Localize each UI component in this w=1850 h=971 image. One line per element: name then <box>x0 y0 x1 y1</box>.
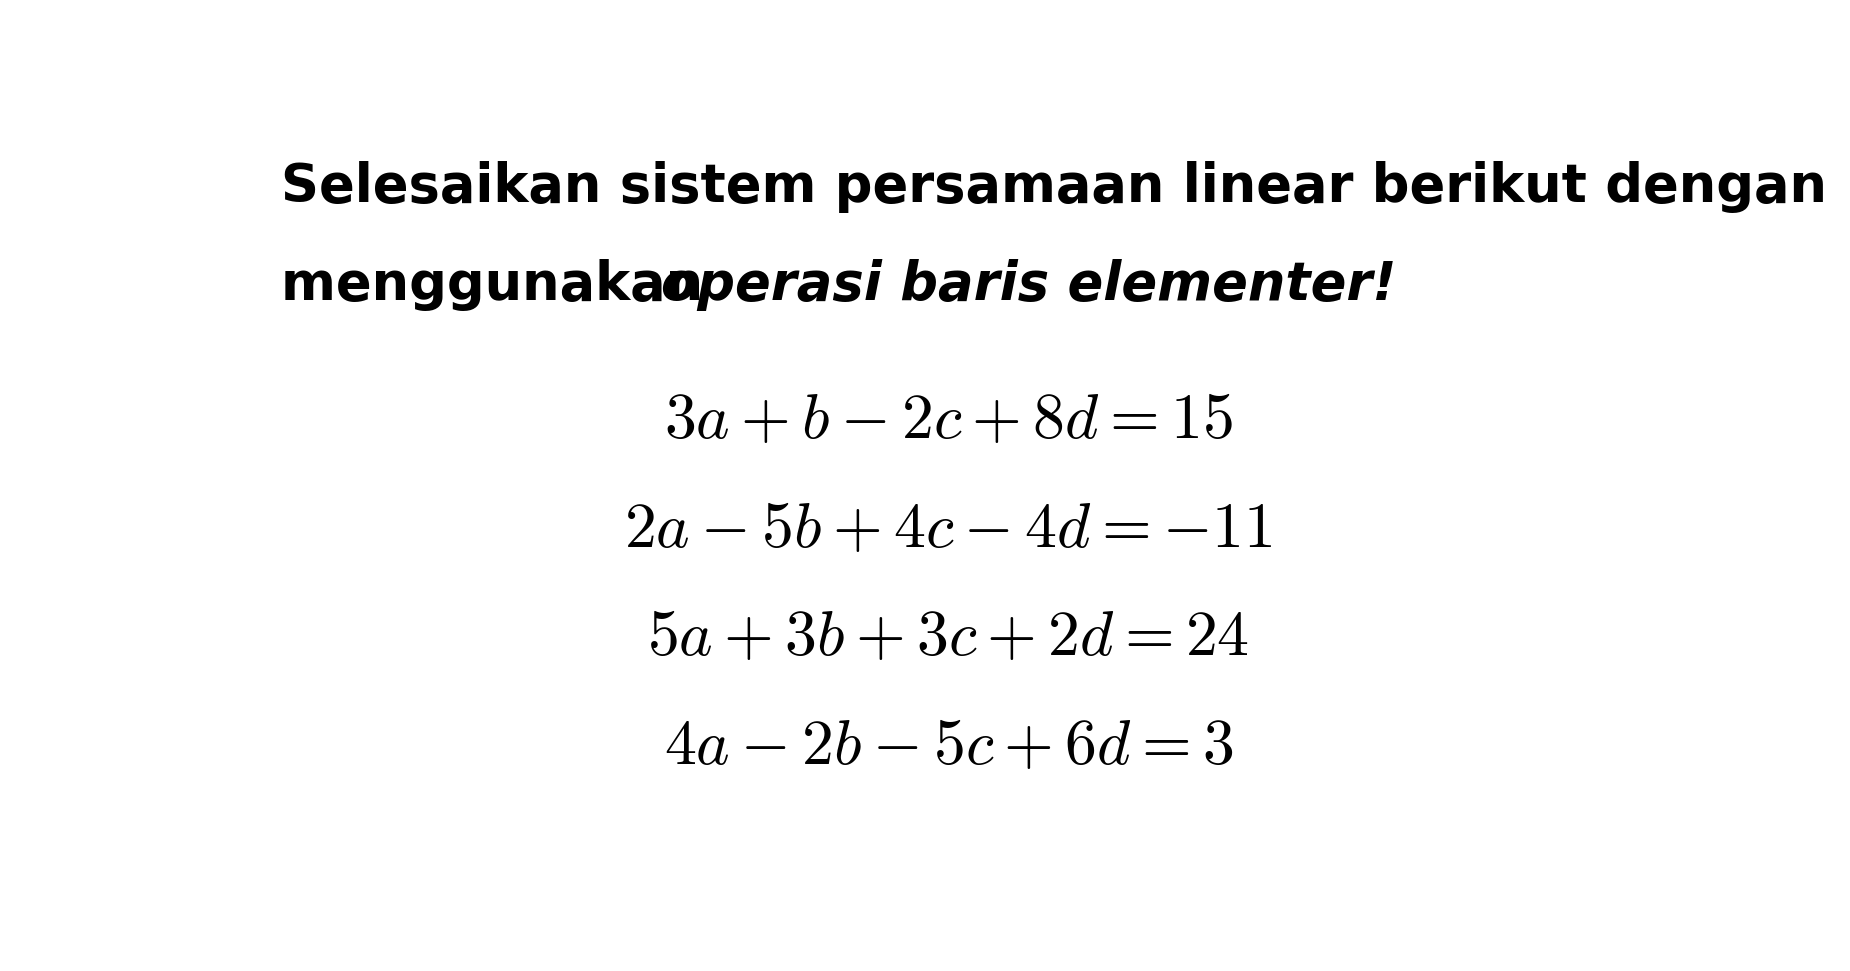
Text: Selesaikan sistem persamaan linear berikut dengan: Selesaikan sistem persamaan linear berik… <box>281 161 1828 214</box>
Text: $2a - 5b + 4c - 4d = {-11}$: $2a - 5b + 4c - 4d = {-11}$ <box>623 498 1273 560</box>
Text: $3a + b - 2c + 8d = 15$: $3a + b - 2c + 8d = 15$ <box>664 389 1232 452</box>
Text: menggunakan: menggunakan <box>281 258 722 311</box>
Text: operasi baris elementer!: operasi baris elementer! <box>662 258 1397 311</box>
Text: $5a + 3b + 3c + 2d = 24$: $5a + 3b + 3c + 2d = 24$ <box>648 606 1249 668</box>
Text: $4a - 2b - 5c + 6d = 3$: $4a - 2b - 5c + 6d = 3$ <box>664 715 1232 777</box>
